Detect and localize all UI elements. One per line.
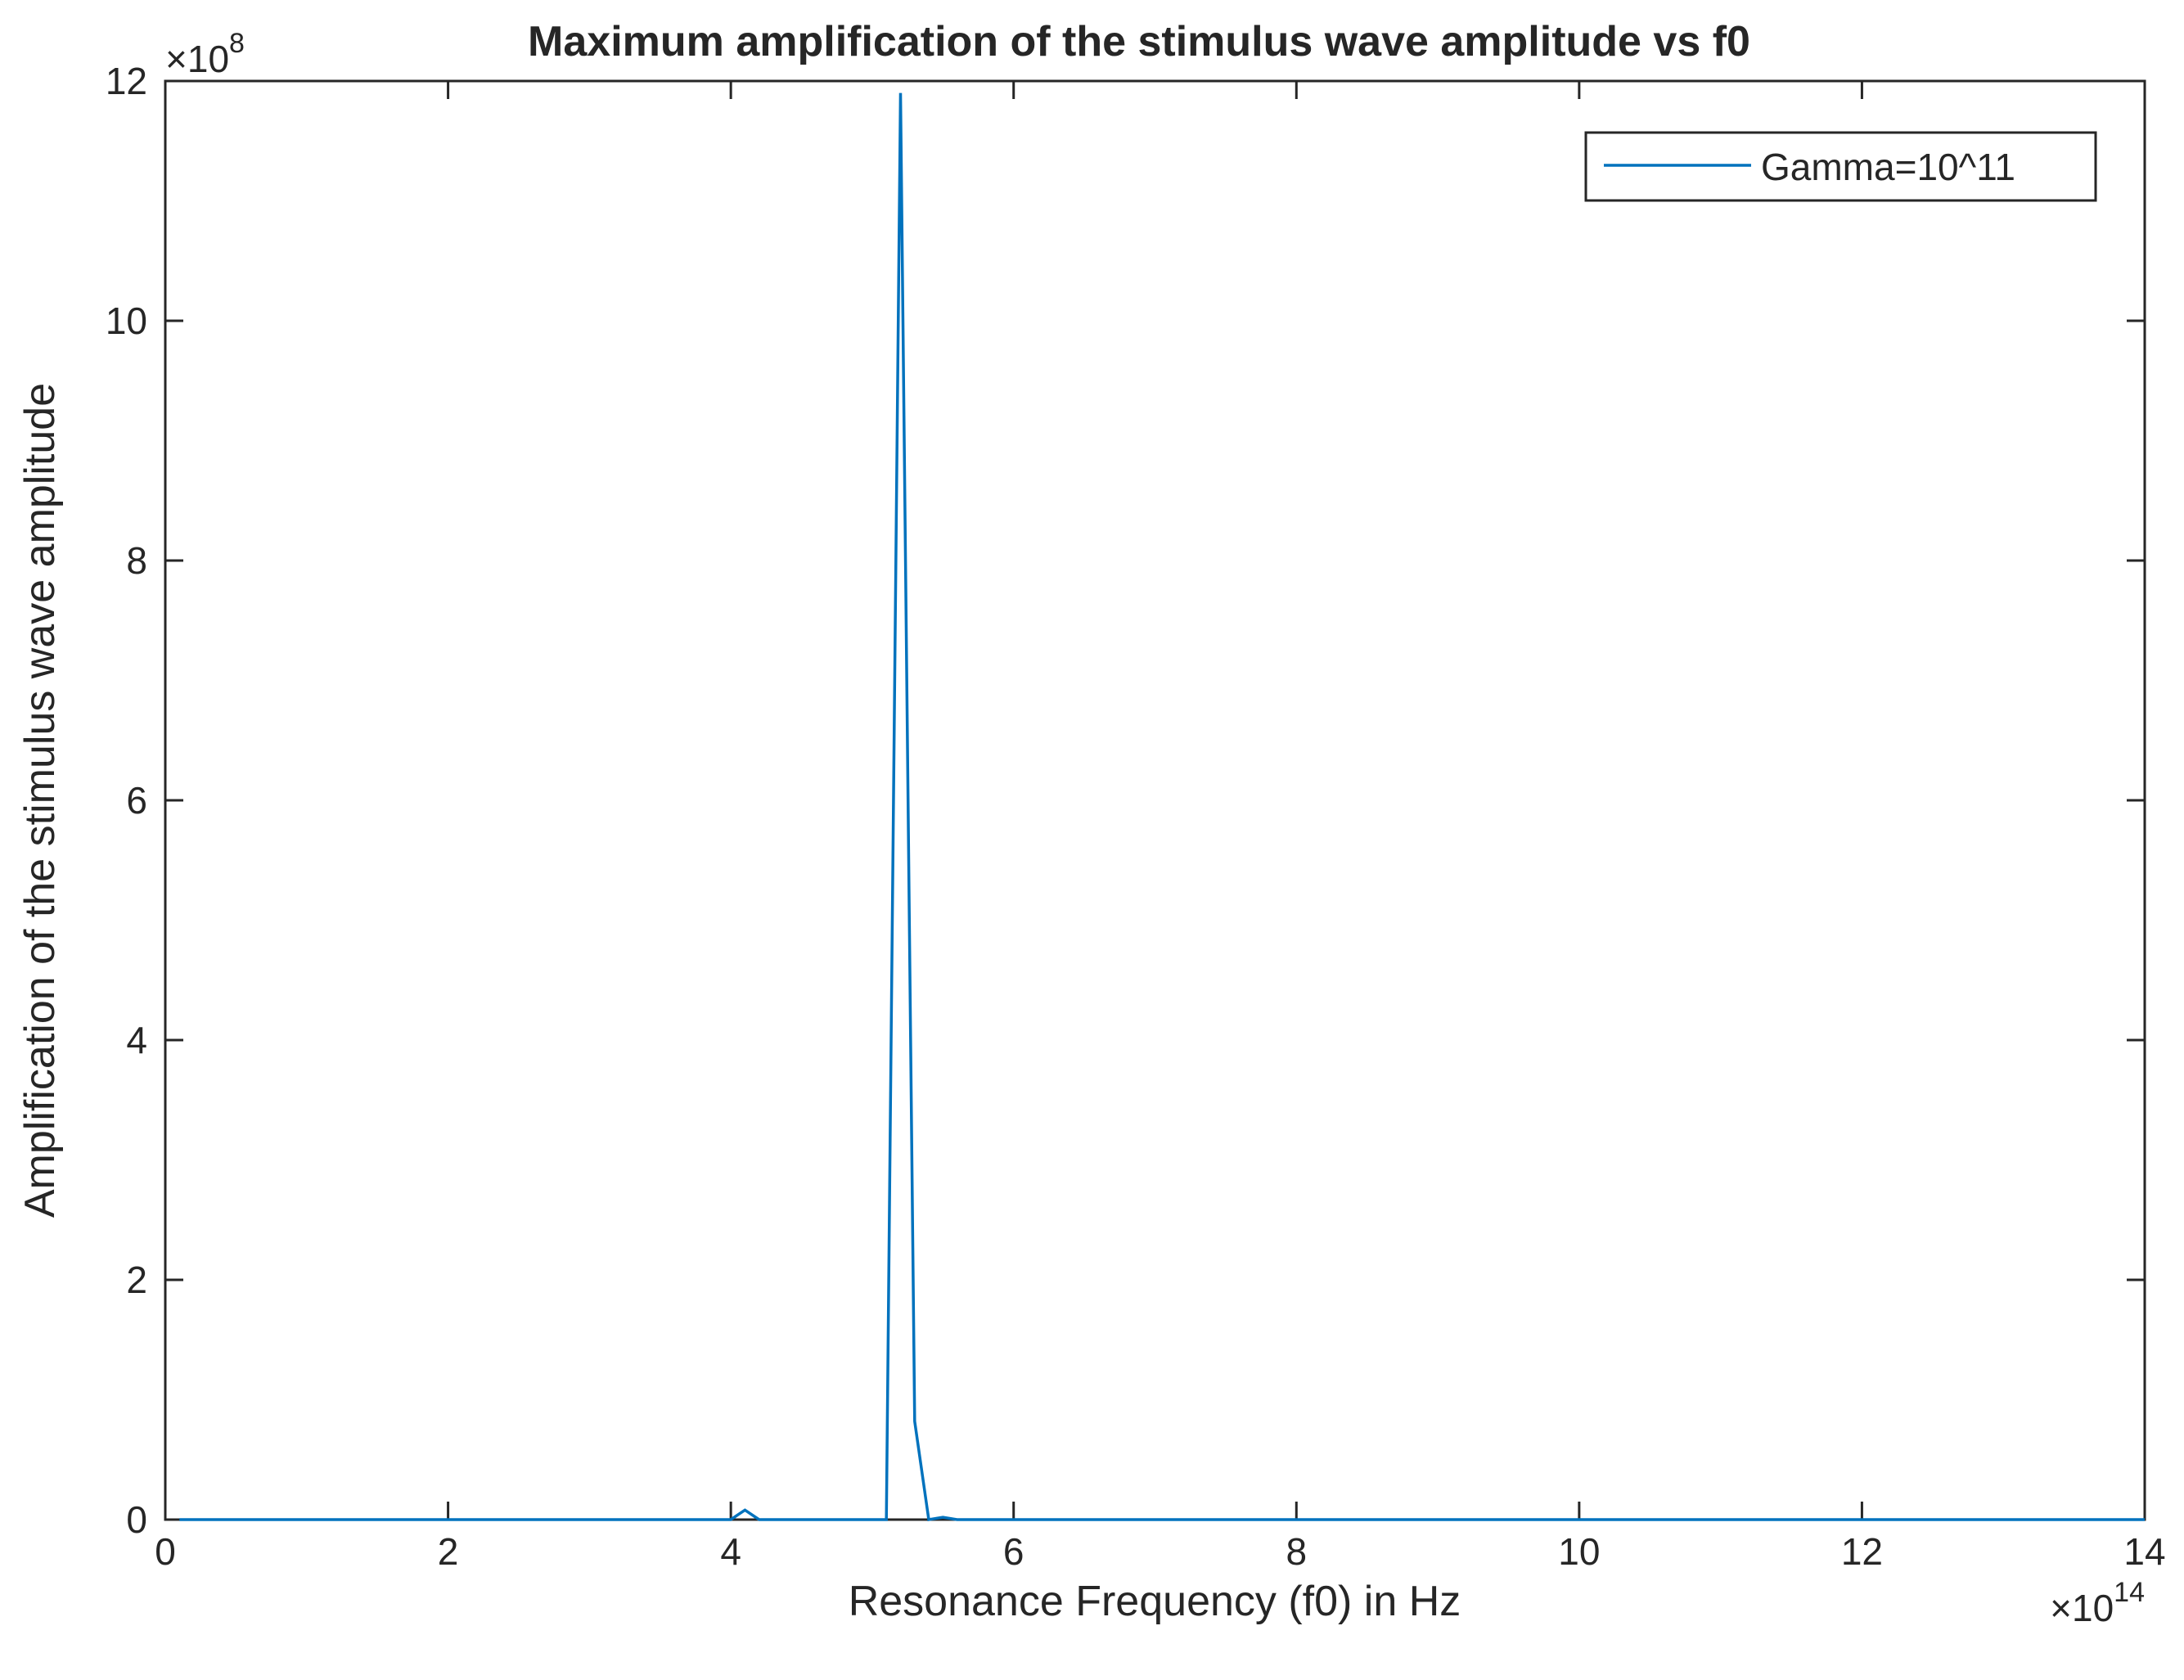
series-line-gamma <box>179 92 2145 1522</box>
x-exponent: ×1014 <box>2050 1577 2145 1629</box>
y-tick-label: 6 <box>126 779 147 822</box>
x-exponent-base: ×10 <box>2050 1587 2114 1629</box>
x-tick-label: 6 <box>1003 1530 1024 1573</box>
legend-label: Gamma=10^11 <box>1761 146 2015 188</box>
tick-marks <box>164 79 2146 1521</box>
plot-area: 0 2 4 6 8 10 12 14 0 2 4 6 8 10 12 <box>106 60 2166 1573</box>
axes-box <box>164 79 2146 1521</box>
y-axis-label: Amplification of the stimulus wave ampli… <box>16 383 64 1218</box>
chart-title: Maximum amplification of the stimulus wa… <box>528 18 1750 65</box>
x-tick-label: 12 <box>1841 1530 1883 1573</box>
y-tick-label: 8 <box>126 539 147 582</box>
x-tick-label: 10 <box>1558 1530 1600 1573</box>
x-tick-label: 2 <box>438 1530 459 1573</box>
y-exponent-base: ×10 <box>165 38 229 80</box>
svg-text:×1014: ×1014 <box>2050 1577 2145 1629</box>
x-tick-label: 4 <box>720 1530 741 1573</box>
y-tick-labels: 0 2 4 6 8 10 12 <box>106 60 147 1541</box>
x-exponent-power: 14 <box>2114 1577 2145 1608</box>
y-tick-label: 10 <box>106 300 147 342</box>
legend: Gamma=10^11 <box>1584 131 2097 202</box>
y-tick-label: 4 <box>126 1019 147 1061</box>
x-tick-label: 8 <box>1286 1530 1307 1573</box>
y-exponent: ×108 <box>165 28 245 80</box>
x-tick-label: 0 <box>155 1530 176 1573</box>
y-tick-label: 0 <box>126 1498 147 1541</box>
y-tick-label: 2 <box>126 1259 147 1301</box>
y-tick-label: 12 <box>106 60 147 102</box>
svg-text:×108: ×108 <box>165 28 245 80</box>
x-tick-labels: 0 2 4 6 8 10 12 14 <box>155 1530 2165 1573</box>
x-tick-label: 14 <box>2123 1530 2165 1573</box>
x-axis-label: Resonance Frequency (f0) in Hz <box>849 1578 1461 1625</box>
y-exponent-power: 8 <box>229 28 245 59</box>
